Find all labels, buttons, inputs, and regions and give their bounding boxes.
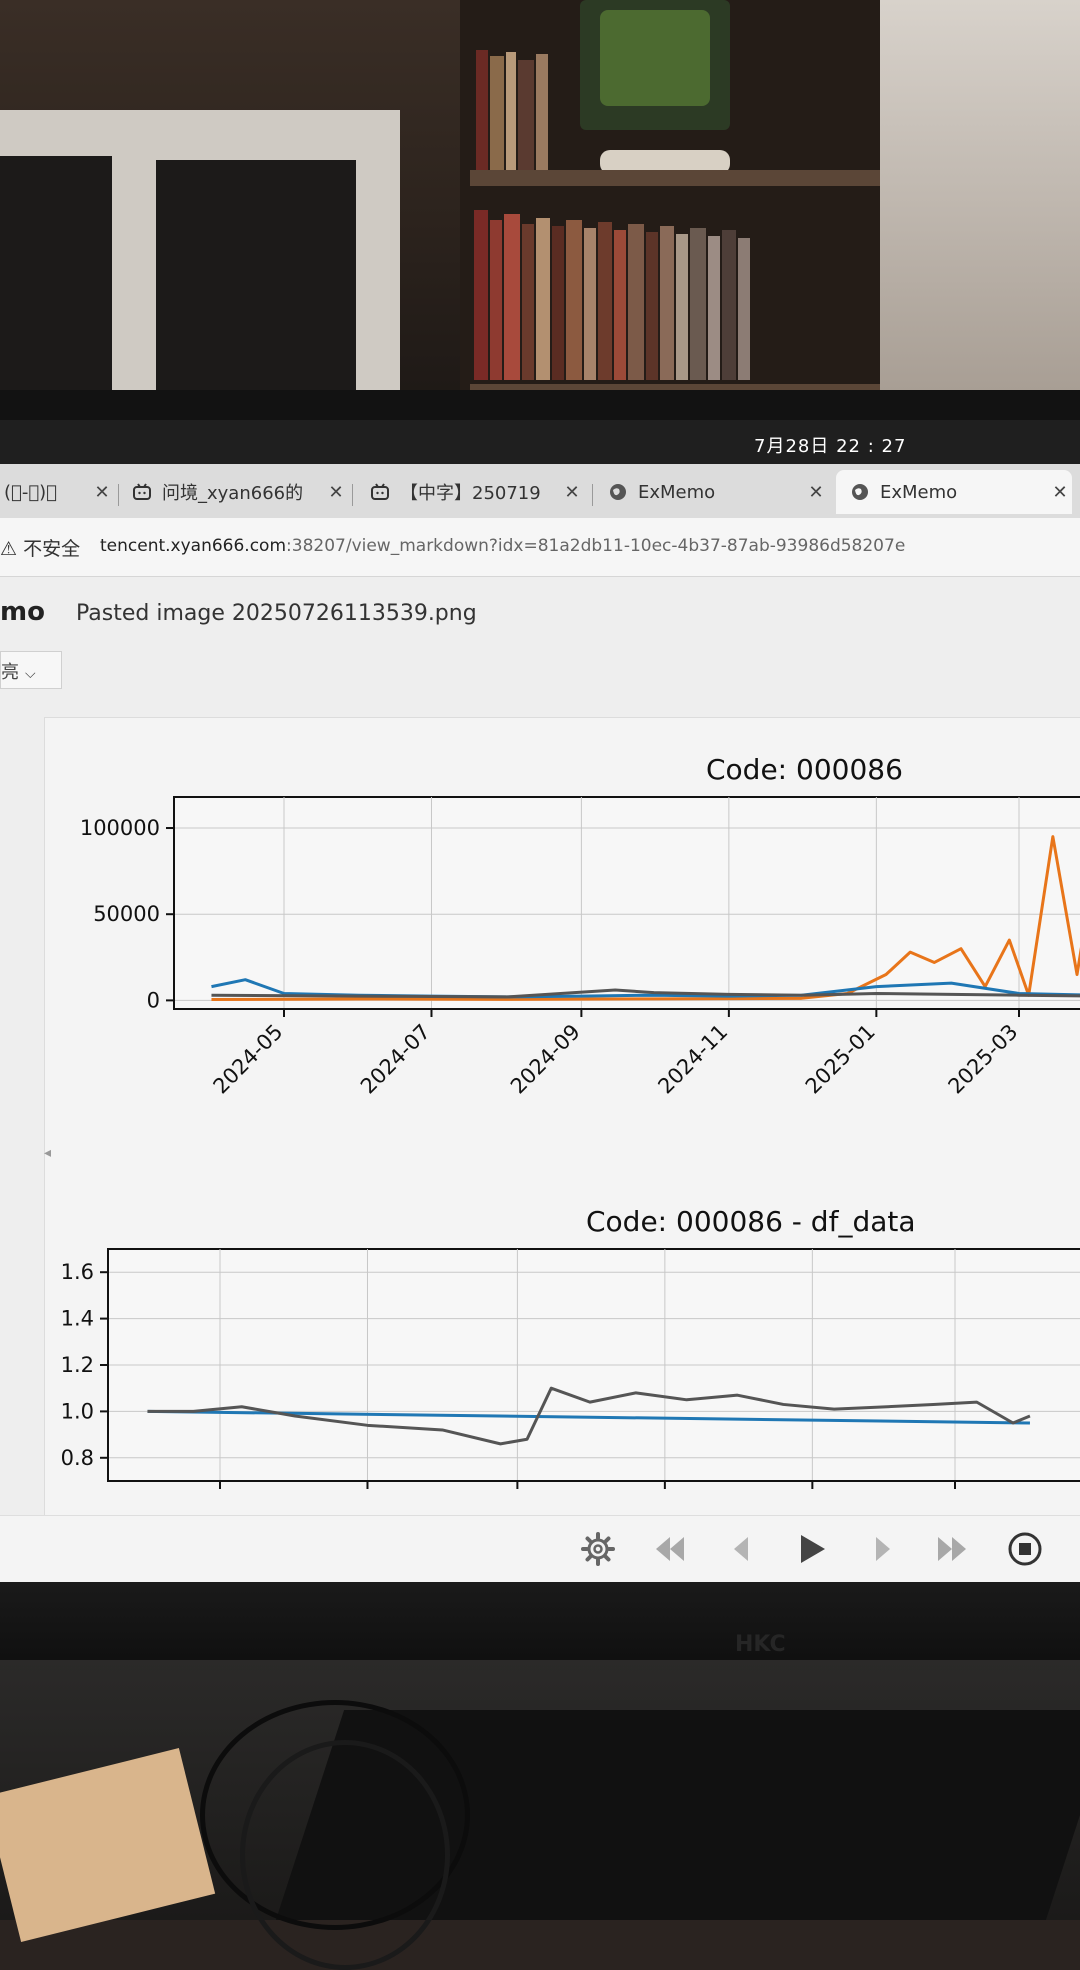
x-tick-label: 2024-11 [653,1020,732,1099]
x-tick-label: 2025-03 [944,1020,1023,1099]
chart-df-data: Code: 000086 - df_data 0.8 1.0 1.2 1.4 1.6 [61,1205,1080,1489]
globe-icon [850,482,870,502]
skip-forward-icon[interactable] [932,1528,974,1570]
tab-separator [592,484,593,506]
bilibili-icon [132,482,152,502]
plot-area [173,796,1080,1010]
system-top-bar: 7月28日 22 : 27 [0,420,1080,464]
tab-3[interactable]: ExMemo ✕ [594,470,828,514]
tab-0[interactable]: (ﾟ-ﾟ)ﾟ ✕ [0,470,114,514]
x-tick-label: 2025-01 [801,1020,880,1099]
tab-label: 问境_xyan666的 [162,483,304,504]
chart-title: Code: 000086 [706,753,903,786]
y-tick-label: 0 [147,988,160,1012]
chart-title: Code: 000086 - df_data [586,1205,916,1238]
app-title: mo [0,597,45,627]
address-bar[interactable]: ⚠ 不安全 tencent.xyan666.com:38207/view_mar… [0,518,1080,577]
y-tick-label: 1.6 [61,1260,94,1284]
x-tick-label: 2024-09 [506,1020,585,1099]
y-tick-label: 1.0 [61,1399,94,1423]
close-icon[interactable]: ✕ [328,481,344,503]
security-warning[interactable]: ⚠ 不安全 [0,538,81,560]
x-tick-label: 2024-05 [209,1020,288,1099]
url-host: tencent.xyan666.com [100,536,287,556]
system-clock: 7月28日 22 : 27 [754,436,907,457]
series-line-2 [211,988,1080,999]
y-tick-label: 1.4 [61,1307,94,1331]
y-tick-label: 100000 [80,816,160,840]
chevron-left-icon[interactable]: ◂ [44,1145,52,1161]
globe-icon [608,482,628,502]
gear-icon[interactable] [577,1528,619,1570]
theme-select-value: 亮 [1,662,19,683]
browser-tab-strip: (ﾟ-ﾟ)ﾟ ✕ 问境_xyan666的 ✕ 【中字】250719 ✕ ExMe… [0,464,1080,518]
chart-volume: Code: 000086 0 50000 100000 2024-05 2024-07 20… [80,753,1080,1099]
y-tick-label: 0.8 [61,1446,94,1470]
page-content: mo Pasted image 20250726113539.png 亮 ⌵ ◂ … [0,577,1080,1582]
bookshelf [460,0,920,400]
file-name: Pasted image 20250726113539.png [76,601,477,626]
screen: 7月28日 22 : 27 (ﾟ-ﾟ)ﾟ ✕ 问境_xyan666的 ✕ 【中字… [0,420,1080,1582]
theme-select[interactable]: 亮 ⌵ [0,651,62,689]
cable [240,1740,450,1970]
image-viewer-controls [0,1515,1080,1582]
tab-label: ExMemo [880,481,958,503]
series-line-0 [147,1409,1030,1425]
close-icon[interactable]: ✕ [1052,481,1068,503]
url-text[interactable]: tencent.xyan666.com:38207/view_markdown?… [100,536,905,556]
series-line-1 [147,1386,1031,1446]
x-tick-label: 2024-07 [356,1020,435,1099]
series-line-1 [211,978,1080,999]
tab-1[interactable]: 问境_xyan666的 ✕ [118,470,348,514]
tab-2[interactable]: 【中字】250719 ✕ [356,470,584,514]
tab-separator [352,484,353,506]
room-background [0,0,1080,400]
tab-label: 【中字】250719 [400,483,541,504]
chevron-down-icon: ⌵ [25,666,36,682]
cabinet [880,0,1080,400]
monitor-brand-logo: HKC [735,1632,786,1657]
bilibili-icon [370,482,390,502]
shelf-board [470,170,910,186]
tab-separator [118,484,119,506]
series-line-0 [211,835,1080,1002]
tab-label: ExMemo [638,481,716,503]
play-icon[interactable] [790,1528,832,1570]
close-icon[interactable]: ✕ [808,481,824,503]
step-back-icon[interactable] [720,1528,762,1570]
y-tick-label: 50000 [93,902,160,926]
close-icon[interactable]: ✕ [564,481,580,503]
skip-back-icon[interactable] [648,1528,690,1570]
close-icon[interactable]: ✕ [94,481,110,503]
tab-4-active[interactable]: ExMemo ✕ [836,470,1072,514]
stop-icon[interactable] [1004,1528,1046,1570]
y-tick-label: 1.2 [61,1353,94,1377]
tab-label: (ﾟ-ﾟ)ﾟ [4,481,57,503]
step-forward-icon[interactable] [862,1528,904,1570]
url-path: :38207/view_markdown?idx=81a2db11-10ec-4… [286,536,906,556]
window-frame [0,110,400,400]
